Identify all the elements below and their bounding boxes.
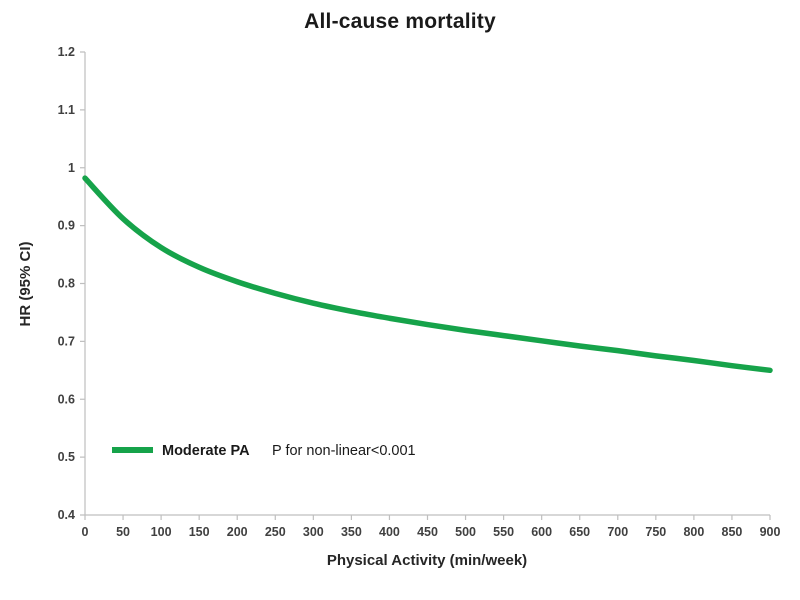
y-tick-label: 0.6: [58, 392, 75, 406]
x-tick-label: 400: [379, 525, 400, 539]
x-tick-label: 900: [760, 525, 781, 539]
x-tick-label: 800: [683, 525, 704, 539]
x-tick-label: 550: [493, 525, 514, 539]
x-tick-label: 500: [455, 525, 476, 539]
x-tick-label: 750: [645, 525, 666, 539]
x-tick-label: 850: [722, 525, 743, 539]
plot-area: 0.4 0.5 0.6 0.7 0.8 0.9 1 1.1 1.2 0 50 100 150 200 250…: [58, 45, 781, 539]
annotation-text: P for non-linear<0.001: [272, 443, 416, 459]
legend: Moderate PA P for non-linear<0.001: [112, 443, 416, 459]
x-tick-label: 300: [303, 525, 324, 539]
y-tick-label: 0.8: [58, 277, 75, 291]
y-axis-label: HR (95% CI): [17, 241, 34, 326]
y-tick-label: 0.7: [58, 334, 75, 348]
chart-title: All-cause mortality: [304, 10, 496, 33]
y-tick-label: 0.5: [58, 450, 75, 464]
y-tick-label: 1.1: [58, 103, 75, 117]
x-tick-label: 150: [189, 525, 210, 539]
x-tick-label: 650: [569, 525, 590, 539]
x-tick-label: 600: [531, 525, 552, 539]
x-tick-label: 350: [341, 525, 362, 539]
x-tick-label: 450: [417, 525, 438, 539]
y-tick-label: 0.9: [58, 219, 75, 233]
legend-series-label: Moderate PA: [162, 443, 250, 459]
y-tick-label: 1.2: [58, 45, 75, 59]
series-line: [82, 175, 773, 374]
x-axis-label: Physical Activity (min/week): [327, 552, 527, 569]
x-tick-label: 700: [607, 525, 628, 539]
x-tick-label: 50: [116, 525, 130, 539]
x-tick-label: 200: [227, 525, 248, 539]
y-tick-label: 1: [68, 161, 75, 175]
x-tick-label: 0: [82, 525, 89, 539]
x-tick-label: 250: [265, 525, 286, 539]
x-tick-label: 100: [151, 525, 172, 539]
y-tick-label: 0.4: [58, 508, 75, 522]
